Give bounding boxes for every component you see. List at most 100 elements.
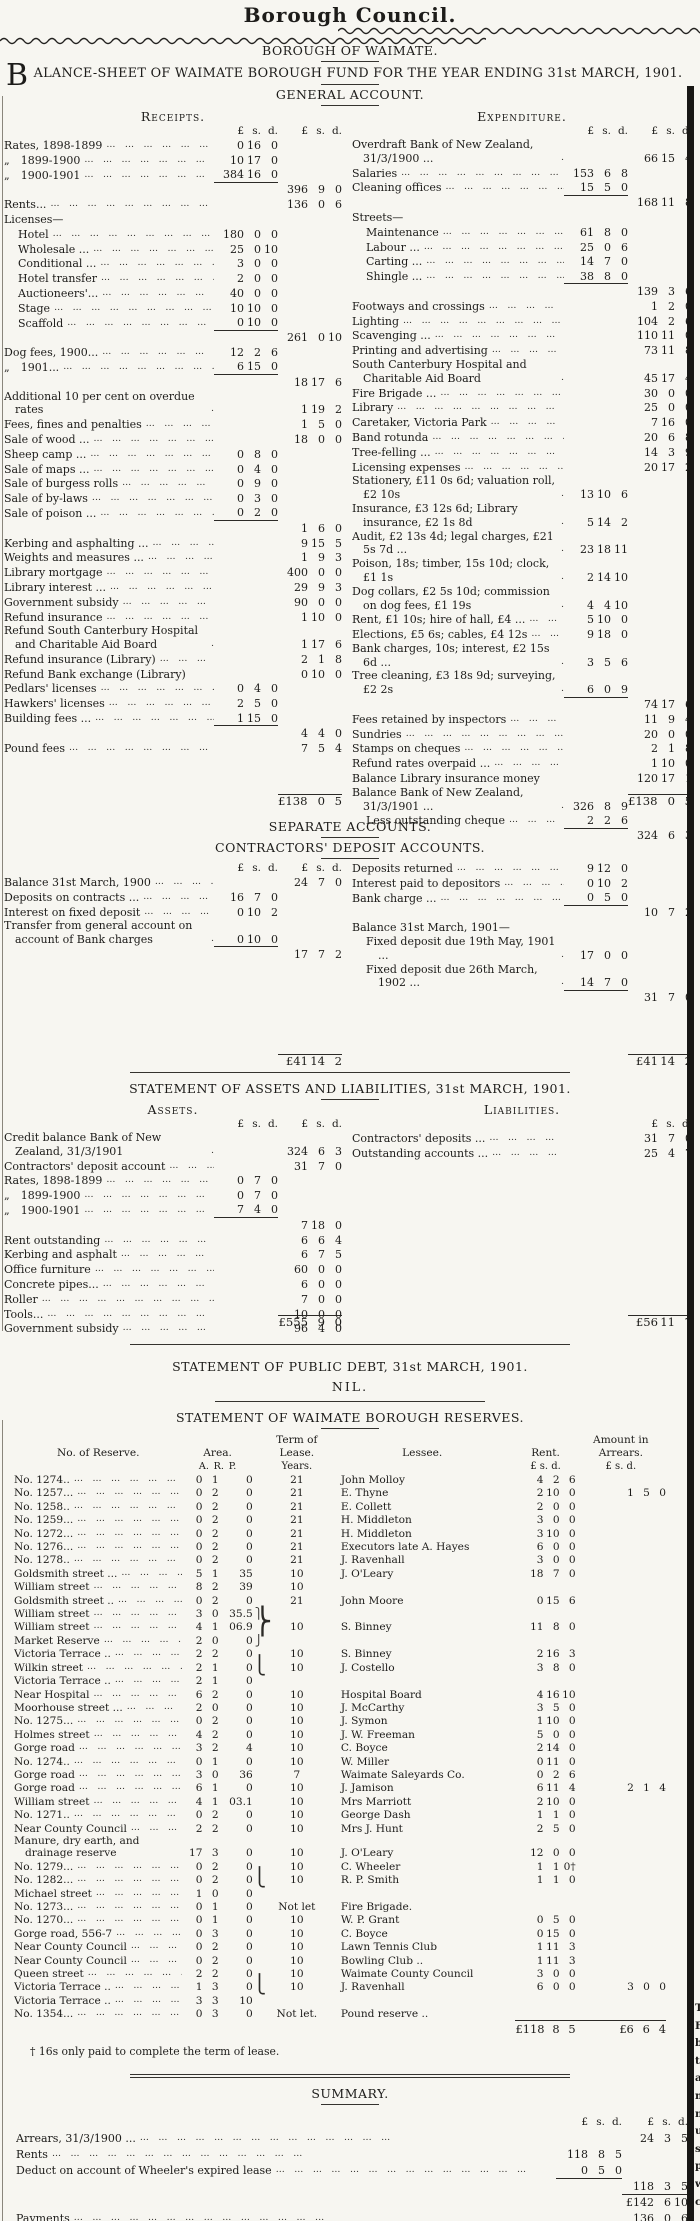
dot-leader: ... ... ... ... ... ... ... ... ... ... …: [87, 1967, 183, 1979]
expenditure-row: Carting ...... ... ... ... ... ... ... .…: [352, 254, 692, 269]
col-header-arrears: Amount in Arrears.: [593, 1434, 649, 1459]
dot-leader: ... ... ... ... ... ... ... ... ... ... …: [130, 1940, 183, 1952]
reserve-name: Victoria Terrace ..: [14, 1675, 111, 1688]
heading-assets-liabilities: STATEMENT OF ASSETS AND LIABILITIES, 31s…: [129, 1081, 571, 1096]
assets-row: Contractors' deposit account... ... ... …: [4, 1159, 342, 1173]
lease-term: Not let: [278, 1901, 316, 1913]
summary-row: ... ... ... ... ... ... ... ... ... ... …: [16, 2177, 688, 2195]
receipts-row: Sale of poison ...... ... ... ... ... ..…: [4, 506, 278, 520]
dot-leader: ... ... ... ... ... ... ... ... ... ... …: [100, 506, 214, 518]
assets-row: Office furniture... ... ... ... ... ... …: [4, 1263, 342, 1277]
money-header-row: £s.d. £s.d.: [237, 1118, 342, 1130]
dot-leader: ... ... ... ... ... ... ... ... ... ... …: [84, 153, 214, 165]
reserve-row: Wilkin street... ... ... ... ... ... ...…: [14, 1654, 576, 1676]
reserve-row: Victoria Terrace ..... ... ... ... ... .…: [14, 1974, 666, 1996]
receipts-row: Library interest ...... ... ... ... ... …: [4, 580, 342, 594]
divider: [321, 1428, 379, 1429]
dot-leader: ... ... ... ... ... ... ... ... ... ... …: [561, 976, 564, 988]
contractors-right-table: Deposits returned... ... ... ... ... ...…: [352, 861, 692, 1005]
reserve-name: No. 1273...: [14, 1901, 74, 1913]
reserve-name: No. 1258..: [14, 1500, 70, 1513]
dot-leader: ... ... ... ... ... ... ... ... ... ... …: [143, 890, 214, 902]
expenditure-row: Labour ...... ... ... ... ... ... ... ..…: [352, 240, 692, 255]
reserve-name: Queen street: [14, 1968, 84, 1981]
dot-leader: ... ... ... ... ... ... ... ... ... ... …: [106, 1174, 214, 1186]
section-divider: [130, 1344, 570, 1345]
receipts-row: Pedlars' licenses... ... ... ... ... ...…: [4, 682, 278, 696]
row-label: Shingle ...: [366, 270, 423, 284]
lessee-name: W. P. Grant: [340, 1914, 400, 1927]
lease-term: 21: [290, 1514, 304, 1527]
dot-leader: ... ... ... ... ... ... ... ... ... ... …: [275, 2164, 527, 2176]
lessee-name: Hospital Board: [340, 1688, 422, 1701]
row-label: Dog fees, 1900...: [4, 346, 99, 360]
expenditure-total: £1383: [628, 794, 658, 809]
reserve-row: Near Hospital... ... ... ... ... ... ...…: [14, 1687, 576, 1701]
expenditure-row: Sundries... ... ... ... ... ... ... ... …: [352, 727, 692, 741]
row-label: Maintenance: [366, 225, 439, 239]
reserve-row: No. 1279...... ... ... ... ... ... ... .…: [14, 1859, 576, 1873]
row-label: Rent, £1 10s; hire of hall, £4 ...: [352, 613, 526, 627]
reserve-name: William street: [14, 1608, 90, 1621]
expenditure-row: Licensing expenses... ... ... ... ... ..…: [352, 460, 692, 474]
row-label: Hotel transfer: [18, 272, 97, 286]
dot-leader: ... ... ... ... ... ... ... ... ... ... …: [100, 682, 214, 694]
reserve-row: Victoria Terrace ..... ... ... ... ... .…: [14, 1674, 666, 1687]
reserve-name: No. 1259...: [14, 1514, 74, 1527]
summary-row: Rents... ... ... ... ... ... ... ... ...…: [16, 2148, 622, 2162]
dropcap-b: B: [6, 58, 29, 93]
row-label: South Canterbury Hospital and Charitable…: [352, 357, 527, 385]
reserve-row: No. 1278..... ... ... ... ... ... ... ..…: [14, 1553, 576, 1567]
expenditure-row: Printing and advertising... ... ... ... …: [352, 344, 692, 358]
lessee-name: J. Symon: [340, 1715, 388, 1728]
reserve-name: Victoria Terrace ..: [14, 1648, 111, 1661]
row-label: Streets—: [352, 210, 404, 224]
contractors-left-column: £ s. d. £ s. d. Balance 31st March, 1900... …: [0, 861, 342, 1069]
lessee-name: [329, 1674, 516, 1687]
dot-leader: ... ... ... ... ... ... ... ... ... ... …: [54, 301, 214, 313]
lease-term: 10: [290, 1567, 304, 1580]
row-label: Overdraft Bank of New Zealand, 31/3/1900…: [352, 138, 534, 165]
row-label: Stationery, £11 0s 6d; valuation roll, £…: [352, 474, 556, 502]
dot-leader: ... ... ... ... ... ... ... ... ... ... …: [464, 460, 564, 472]
expenditure-total-line: £1383 0 5: [342, 794, 692, 809]
row-label: Conditional ...: [18, 257, 97, 271]
contractors-row: Fixed deposit due 19th May, 1901 ...... …: [366, 934, 628, 962]
row-label: Refund insurance: [4, 610, 103, 624]
dot-leader: ... ... ... ... ... ... ... ... ... ... …: [147, 551, 214, 563]
reserve-name: No. 1276...: [14, 1541, 74, 1554]
dot-leader: ... ... ... ... ... ... ... ... ... ... …: [95, 1886, 183, 1898]
dot-leader: ... ... ... ... ... ... ... ... ... ... …: [445, 181, 565, 193]
lessee-name: [329, 1580, 516, 1593]
assets-row: Kerbing and asphalt... ... ... ... ... .…: [4, 1248, 342, 1262]
reserve-name: No. 1278..: [14, 1554, 70, 1567]
expenditure-row: Elections, £5 6s; cables, £4 12s... ... …: [352, 628, 628, 642]
receipts-row: Government subsidy... ... ... ... ... ..…: [4, 595, 342, 609]
dot-leader: ... ... ... ... ... ... ... ... ... ... …: [100, 257, 214, 269]
row-label: Audit, £2 13s 4d; legal charges, £21 5s …: [352, 529, 554, 557]
lessee-name: C. Boyce: [340, 1927, 388, 1940]
dot-leader: ... ... ... ... ... ... ... ... ... ... …: [114, 1647, 183, 1659]
lessee-name: J. W. Freeman: [340, 1728, 415, 1741]
assets-column: Assets. £ s. d. £ s. d. Credit balance Bank …: [0, 1102, 342, 1335]
heading-borough: BOROUGH OF WAIMATE.: [262, 43, 438, 58]
expenditure-row: South Canterbury Hospital and Charitable…: [352, 357, 692, 385]
reserve-name: No. 1271..: [14, 1809, 70, 1822]
expenditure-row: Library... ... ... ... ... ... ... ... .…: [352, 401, 692, 415]
reserve-name: No. 1270...: [14, 1914, 74, 1927]
lessee-name: John Moore: [340, 1594, 404, 1607]
row-label: Insurance, £3 12s 6d; Library insurance,…: [352, 501, 518, 529]
receipts-row: Sale of by-laws... ... ... ... ... ... .…: [4, 492, 278, 506]
receipts-row: „ 1900-1901... ... ... ... ... ... ... .…: [4, 168, 278, 182]
dot-leader: ... ... ... ... ... ... ... ... ... ... …: [120, 1248, 214, 1260]
reserve-row: Near County Council... ... ... ... ... .…: [14, 1821, 576, 1835]
dot-leader: ... ... ... ... ... ... ... ... ... ... …: [211, 403, 214, 415]
row-label: Refund insurance (Library): [4, 652, 156, 666]
dot-leader: ... ... ... ... ... ... ... ... ... ... …: [93, 1620, 183, 1632]
heading-general-account: GENERAL ACCOUNT.: [275, 87, 425, 102]
summary-row: Arrears, 31/3/1900 ...... ... ... ... ..…: [16, 2132, 688, 2146]
lessee-name: Waimate County Council: [340, 1968, 474, 1981]
row-label: Salaries: [352, 166, 398, 180]
reserves-table: No. of Reserve. Area. Term of Lease. Les…: [14, 1434, 666, 2038]
lease-term: [265, 1607, 329, 1620]
